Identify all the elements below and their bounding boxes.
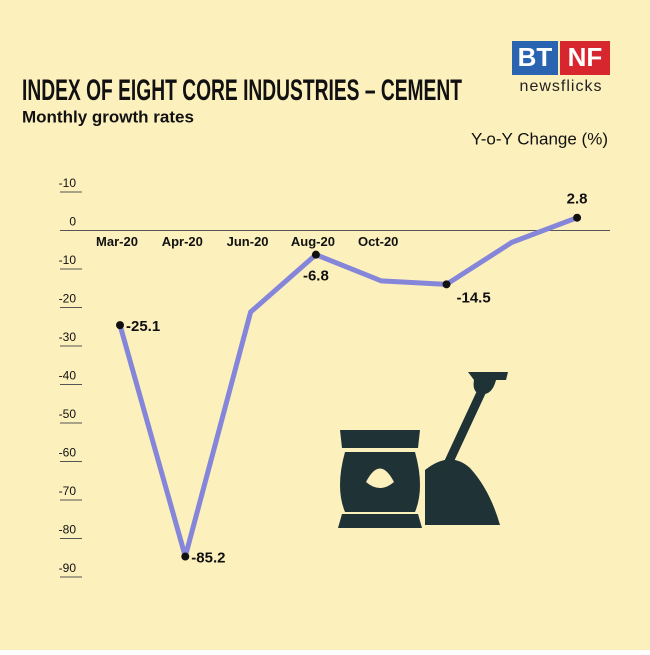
point xyxy=(573,213,582,222)
point xyxy=(116,321,124,330)
data-label: -14.5 xyxy=(457,289,491,306)
logo-tagline: newsflicks xyxy=(520,78,603,95)
data-label: -85.2 xyxy=(191,549,225,566)
logo-left-box xyxy=(512,41,558,75)
logo: BT NF newsflicks xyxy=(512,41,610,95)
y-tick-label: -40 xyxy=(59,369,77,383)
cement-illustration xyxy=(338,372,508,528)
y-tick-label: -50 xyxy=(59,407,77,421)
y-tick-label: 0 xyxy=(69,215,76,229)
data-label: 2.8 xyxy=(567,191,588,208)
shovel-handle xyxy=(442,380,490,470)
line xyxy=(117,215,578,560)
y-tick-label: -20 xyxy=(59,292,77,306)
x-tick-label: Aug-20 xyxy=(291,234,335,249)
y-tick-label: -70 xyxy=(59,484,77,498)
bag-emblem xyxy=(366,468,394,488)
cement-pile xyxy=(425,459,500,525)
y-tick-label: -10 xyxy=(59,253,77,267)
y-tick-label: -60 xyxy=(59,446,77,460)
logo-right-box xyxy=(560,41,610,75)
x-tick-label: Mar-20 xyxy=(96,234,138,249)
point xyxy=(442,280,451,289)
point xyxy=(181,552,190,561)
chart-title: INDEX OF EIGHT CORE INDUSTRIES – CEMENT xyxy=(22,74,462,107)
y-tick-label: -10 xyxy=(59,176,77,190)
y-tick-label: -30 xyxy=(59,330,77,344)
shovel-grip xyxy=(468,372,508,395)
x-tick-label: Jun-20 xyxy=(227,234,269,249)
bag-bottom xyxy=(338,514,422,528)
logo-left: BT xyxy=(518,42,553,72)
point xyxy=(311,250,320,259)
data-label: -25.1 xyxy=(126,318,160,335)
bag-top xyxy=(340,430,420,448)
y-tick-label: -80 xyxy=(59,523,77,537)
x-tick-label: Apr-20 xyxy=(162,234,203,249)
x-tick-label: Oct-20 xyxy=(358,234,398,249)
chart-subtitle: Monthly growth rates xyxy=(22,107,194,126)
y-tick-label: -90 xyxy=(59,561,77,575)
y-axis-label: Y-o-Y Change (%) xyxy=(471,129,608,148)
data-label: -6.8 xyxy=(303,268,329,285)
logo-right: NF xyxy=(568,42,603,72)
